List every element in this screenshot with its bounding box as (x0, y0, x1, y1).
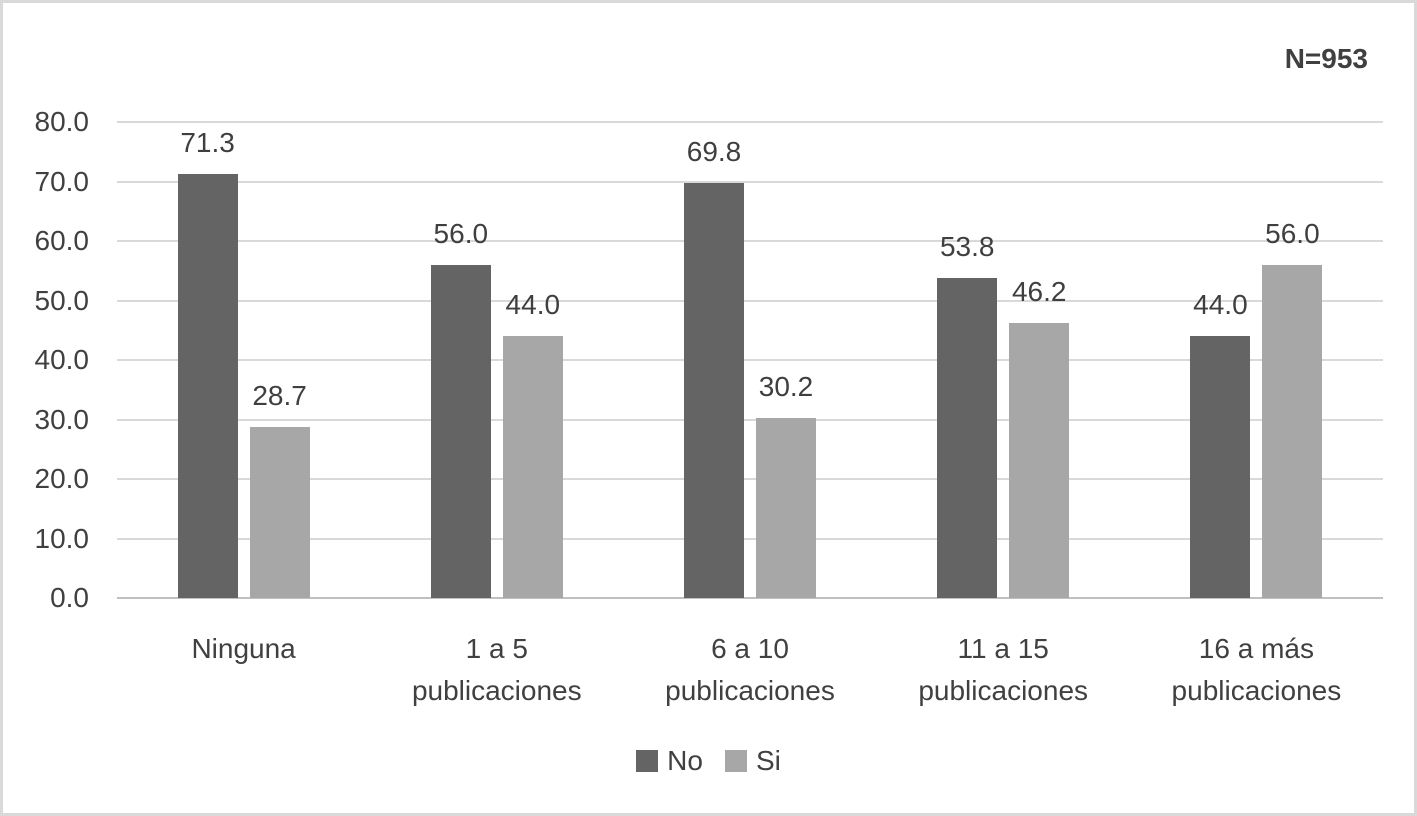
y-axis-tick-label: 40.0 (34, 344, 90, 375)
gridline (117, 121, 1383, 123)
bar-si-4 (1262, 264, 1323, 598)
gridline (117, 418, 1383, 421)
data-label-si-3: 46.2 (1011, 276, 1067, 308)
bar-si-3 (1009, 323, 1070, 598)
x-axis-category-label: 6 a 10 publicaciones (665, 633, 835, 706)
legend-item-si: Si (724, 745, 781, 777)
gridline (117, 180, 1383, 183)
legend-si-swatch-icon (724, 750, 747, 772)
y-axis-tick-label: 30.0 (34, 403, 90, 435)
legend-item-no: No (636, 745, 703, 777)
data-label-no-0: 71.3 (180, 126, 235, 158)
y-axis-tick-label: 50.0 (34, 284, 90, 316)
x-axis-line (117, 597, 1383, 599)
legend-label: Si (755, 745, 781, 776)
bar-no-1 (430, 264, 491, 598)
bar-no-4 (1190, 336, 1251, 598)
gridline (117, 299, 1383, 302)
bar-si-0 (249, 427, 310, 598)
x-axis-category-label: 1 a 5 publicaciones (411, 633, 582, 706)
bar-si-2 (756, 418, 816, 598)
data-label-no-2: 69.8 (686, 135, 742, 167)
data-label-si-2: 30.2 (758, 371, 814, 403)
data-label-si-4: 56.0 (1265, 217, 1320, 249)
bar-no-3 (937, 277, 998, 598)
x-axis-category-label: 11 a 15 publicaciones (918, 633, 1089, 706)
bar-no-2 (684, 182, 744, 598)
gridline (117, 359, 1383, 361)
y-axis-tick-label: 70.0 (34, 165, 90, 197)
x-axis-category-label: 16 a más publicaciones (1171, 633, 1342, 706)
sample-size-label: N=953 (1284, 43, 1368, 74)
data-label-si-1: 44.0 (505, 289, 561, 321)
data-label-si-0: 28.7 (252, 380, 307, 412)
legend-no-swatch-icon (636, 750, 659, 772)
y-axis-tick-label: 0.0 (50, 582, 89, 613)
y-axis-tick-label: 10.0 (34, 522, 90, 554)
data-label-no-4: 44.0 (1193, 289, 1248, 321)
y-axis-tick-label: 60.0 (34, 225, 90, 256)
legend-label: No (667, 745, 703, 776)
bar-si-1 (502, 336, 563, 598)
x-axis-category-label: Ninguna (191, 633, 296, 664)
y-axis-tick-label: 20.0 (34, 463, 90, 494)
data-label-no-1: 56.0 (433, 217, 489, 249)
legend: No Si (3, 741, 1414, 781)
gridline (117, 537, 1383, 540)
bar-no-0 (177, 173, 238, 598)
data-label-no-3: 53.8 (939, 230, 995, 262)
y-axis-tick-label: 80.0 (34, 106, 90, 137)
gridline (117, 240, 1383, 242)
gridline (117, 478, 1383, 480)
